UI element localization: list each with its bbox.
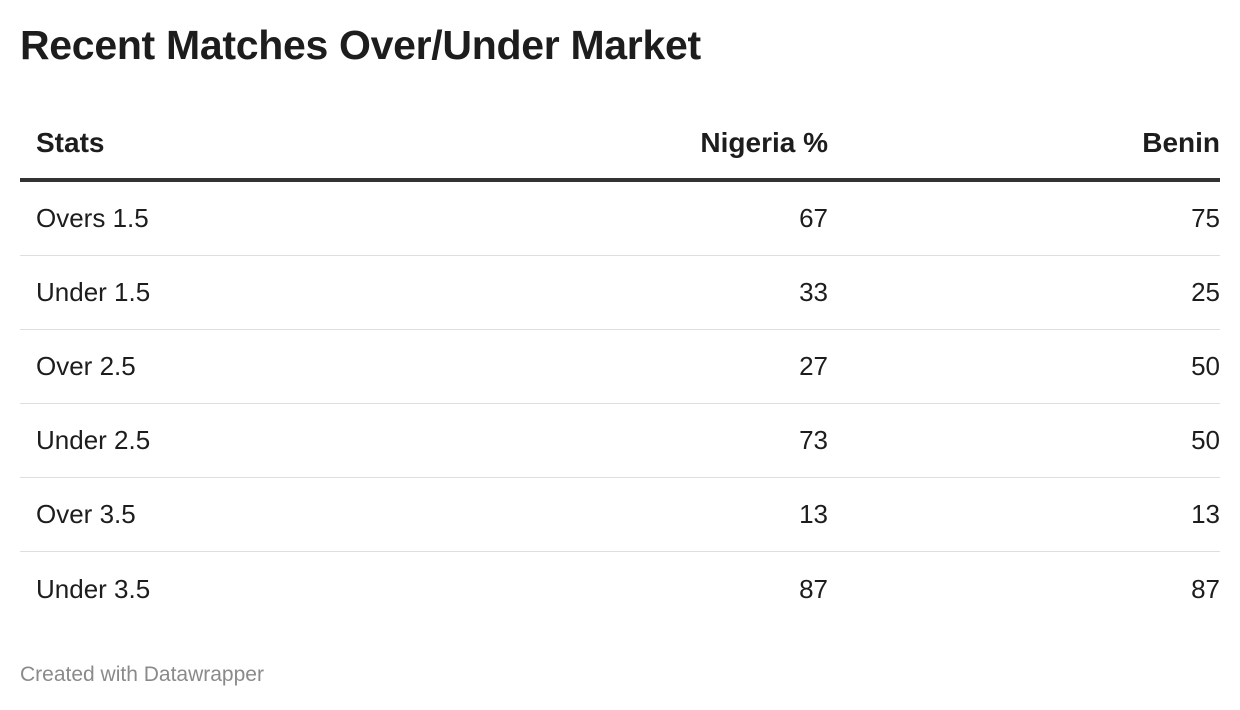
- row-label: Over 3.5: [36, 499, 136, 529]
- row-label: Under 1.5: [36, 277, 151, 307]
- table-row: Under 3.5 87 87: [20, 552, 1220, 626]
- benin-value: 50: [1191, 425, 1220, 455]
- benin-value: 87: [1191, 573, 1220, 604]
- row-label: Over 2.5: [36, 351, 136, 381]
- benin-value: 75: [1191, 203, 1220, 233]
- table-row: Over 2.5 27 50: [20, 330, 1220, 404]
- column-header-benin: Benin: [1142, 127, 1220, 158]
- nigeria-value: 27: [799, 351, 828, 381]
- table-row: Overs 1.5 67 75: [20, 182, 1220, 256]
- table-row: Under 1.5 33 25: [20, 256, 1220, 330]
- benin-value: 13: [1191, 499, 1220, 529]
- nigeria-value: 33: [799, 277, 828, 307]
- table-row: Over 3.5 13 13: [20, 478, 1220, 552]
- datawrapper-credit: Created with Datawrapper: [20, 663, 264, 686]
- row-label: Under 2.5: [36, 425, 151, 455]
- nigeria-value: 13: [799, 499, 828, 529]
- table-title: Recent Matches Over/Under Market: [20, 22, 701, 68]
- data-table: Stats Nigeria % Benin Overs 1.5 67 75 Un…: [20, 108, 1220, 626]
- benin-value: 50: [1191, 351, 1220, 381]
- nigeria-value: 73: [799, 425, 828, 455]
- column-header-stats: Stats: [36, 127, 105, 158]
- row-label: Overs 1.5: [36, 203, 149, 233]
- benin-value: 25: [1191, 277, 1220, 307]
- nigeria-value: 87: [799, 573, 828, 604]
- table-row: Under 2.5 73 50: [20, 404, 1220, 478]
- nigeria-value: 67: [799, 203, 828, 233]
- column-header-nigeria: Nigeria %: [700, 127, 828, 158]
- row-label: Under 3.5: [36, 573, 151, 604]
- table-header-row: Stats Nigeria % Benin: [20, 108, 1220, 182]
